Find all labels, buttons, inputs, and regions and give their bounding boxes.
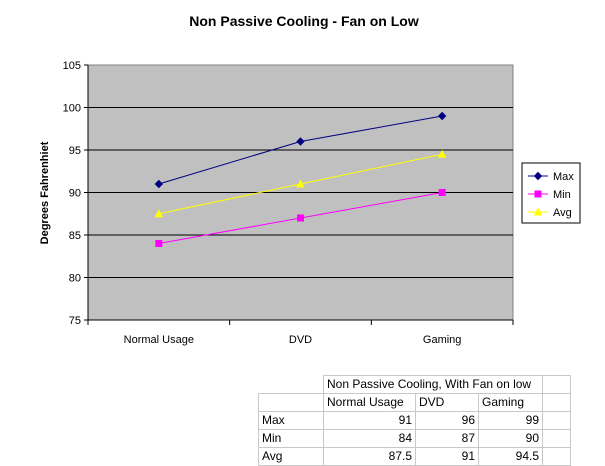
table-cell: 94.5: [478, 447, 543, 466]
table-row-label: Min: [258, 429, 324, 448]
table-corner: [258, 375, 324, 394]
table-blank: [542, 447, 571, 466]
data-point-min: [297, 214, 304, 222]
table-cell: 87: [415, 429, 479, 448]
data-point-max: [296, 137, 305, 146]
table-col-header: DVD: [415, 393, 479, 412]
table-row-label: Max: [258, 411, 324, 430]
table-cell: 91: [323, 411, 416, 430]
y-tick-label: 105: [63, 60, 81, 72]
table-header-corner: [258, 393, 324, 412]
data-point-min: [438, 189, 446, 196]
table-blank: [542, 375, 571, 394]
data-point-avg: [154, 209, 164, 218]
table-header-row: Normal Usage DVD Gaming: [258, 393, 571, 412]
table-row: Min 84 87 90: [258, 429, 571, 448]
table-title-row: Non Passive Cooling, With Fan on low: [258, 375, 571, 394]
table-cell: 87.5: [323, 447, 416, 466]
x-tick-label: Gaming: [423, 334, 462, 346]
table-row-label: Avg: [258, 447, 324, 466]
y-tick-label: 95: [69, 145, 81, 157]
x-tick-label: Normal Usage: [124, 334, 194, 346]
data-point-max: [154, 179, 164, 189]
plot-area: 75 80 85 90 95 100 105 Normal Usage DVD Gaming: [63, 60, 514, 346]
table-cell: 84: [323, 429, 416, 448]
legend-marker-max: [533, 171, 543, 181]
data-point-avg: [437, 149, 447, 158]
table-blank: [542, 429, 571, 448]
y-tick-label: 80: [69, 273, 81, 285]
table-blank: [542, 411, 571, 430]
data-point-min: [155, 240, 163, 247]
chart: Non Passive Cooling - Fan on Low Degrees…: [39, 13, 581, 346]
legend: Max Min Avg: [521, 162, 581, 224]
table-cell: 96: [415, 411, 479, 430]
y-axis-label: Degrees Fahrenhiet: [39, 141, 51, 244]
table-row: Avg 87.5 91 94.5: [258, 447, 571, 466]
table-cell: 99: [478, 411, 543, 430]
chart-title: Non Passive Cooling - Fan on Low: [189, 13, 419, 29]
table-blank: [542, 393, 571, 412]
data-point-max: [437, 111, 447, 121]
data-point-avg: [296, 179, 305, 188]
legend-label-avg: Avg: [553, 207, 572, 219]
table-col-header: Normal Usage: [323, 393, 416, 412]
legend-marker-min: [534, 190, 542, 198]
y-tick-label: 85: [69, 230, 81, 242]
y-tick-label: 75: [69, 315, 81, 327]
table-col-header: Gaming: [478, 393, 543, 412]
legend-marker-avg: [533, 207, 543, 216]
y-tick-label: 100: [63, 103, 81, 115]
legend-label-min: Min: [553, 189, 571, 201]
table-row: Max 91 96 99: [258, 411, 571, 430]
table-cell: 90: [478, 429, 543, 448]
data-table: Non Passive Cooling, With Fan on low Nor…: [258, 375, 571, 466]
y-tick-label: 90: [69, 188, 81, 200]
table-title: Non Passive Cooling, With Fan on low: [323, 375, 543, 394]
legend-label-max: Max: [553, 171, 574, 183]
legend-box: [521, 162, 581, 224]
x-tick-label: DVD: [289, 334, 312, 346]
table-cell: 91: [415, 447, 479, 466]
